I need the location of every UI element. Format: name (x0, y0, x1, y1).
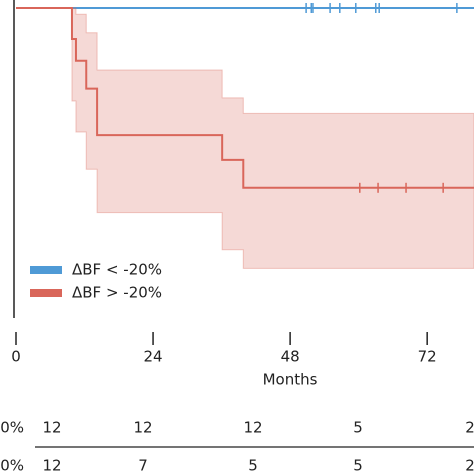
risk-count: 12 (243, 419, 262, 437)
risk-count: 2 (465, 457, 474, 474)
confidence-band (16, 7, 474, 269)
legend-label: ΔBF < -20% (72, 261, 162, 279)
x-tick-label: 48 (281, 348, 300, 366)
legend-swatch (30, 289, 62, 297)
risk-count: 12 (42, 419, 61, 437)
legend-label: ΔBF > -20% (72, 284, 162, 302)
x-axis-label: Months (263, 371, 318, 389)
survival-curve (16, 7, 474, 189)
risk-row-label: ΔBF < -20% (0, 419, 24, 437)
risk-count: 12 (42, 457, 61, 474)
risk-count: 2 (465, 419, 474, 437)
risk-count: 12 (133, 419, 152, 437)
risk-count: 5 (353, 419, 363, 437)
risk-count: 5 (353, 457, 363, 474)
legend-swatch (30, 266, 62, 274)
x-tick-label: 0 (11, 348, 21, 366)
risk-count: 5 (248, 457, 258, 474)
risk-count: 7 (138, 457, 148, 474)
x-tick-label: 72 (418, 348, 437, 366)
risk-row-label: ΔBF > -20% (0, 457, 24, 474)
x-tick-label: 24 (144, 348, 163, 366)
